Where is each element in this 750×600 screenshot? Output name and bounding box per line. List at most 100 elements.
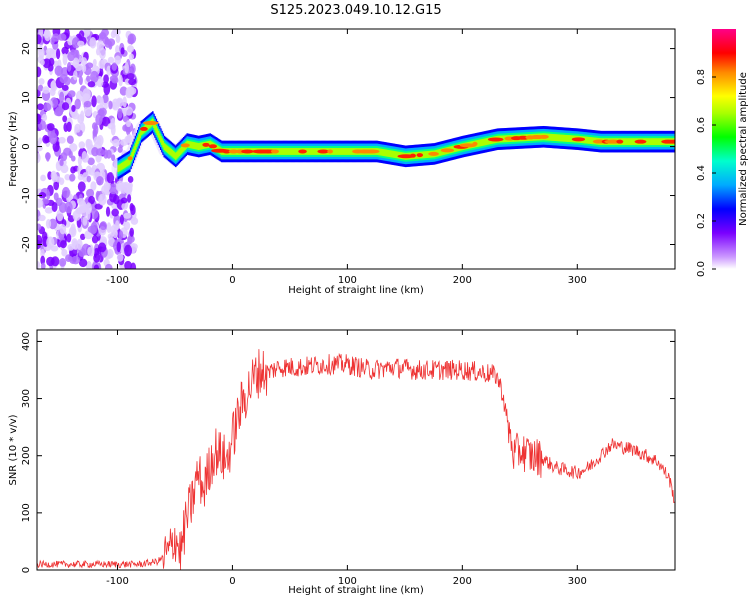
ridge-band	[591, 137, 593, 145]
noise-speckle	[116, 184, 124, 192]
ridge-band	[134, 143, 137, 150]
noise-speckle	[54, 108, 63, 117]
ridge-band	[164, 144, 167, 151]
colorbar-tick-label: 0.6	[696, 117, 707, 133]
noise-speckle	[83, 100, 92, 108]
noise-speckle	[82, 216, 88, 226]
noise-speckle	[76, 238, 83, 251]
noise-speckle	[61, 186, 70, 199]
y-tick-label: 300	[21, 389, 32, 408]
ridge-band	[560, 134, 562, 142]
ridge-band	[395, 151, 398, 159]
ridge-band	[592, 137, 594, 145]
ridge-band	[633, 138, 636, 146]
ridge-hotspot	[327, 149, 333, 154]
ridge-band	[141, 127, 144, 135]
noise-speckle	[50, 170, 57, 181]
ridge-band	[384, 149, 386, 157]
ridge-band	[563, 134, 566, 142]
noise-speckle	[71, 155, 76, 162]
ridge-band	[333, 148, 336, 155]
ridge-band	[291, 148, 293, 155]
noise-speckle	[102, 93, 109, 104]
x-tick-label: 0	[229, 275, 235, 286]
noise-speckle	[67, 51, 75, 62]
ridge-band	[488, 137, 491, 145]
x-tick-label: -100	[106, 576, 129, 587]
ridge-band	[154, 123, 156, 131]
noise-speckle	[52, 33, 60, 42]
noise-speckle	[127, 176, 134, 183]
noise-speckle	[81, 64, 87, 73]
spectrogram-image	[37, 29, 675, 269]
ridge-band	[191, 141, 193, 149]
ridge-band	[180, 146, 183, 154]
ridge-band	[396, 151, 399, 159]
ridge-band	[623, 138, 625, 146]
noise-speckle	[51, 201, 58, 213]
noise-speckle	[111, 77, 119, 84]
ridge-band	[139, 131, 141, 139]
ridge-band	[392, 150, 394, 158]
ridge-band	[281, 148, 284, 155]
noise-speckle	[123, 212, 132, 219]
ridge-band	[192, 141, 194, 149]
snr-series-line	[37, 349, 675, 570]
noise-speckle	[86, 188, 95, 198]
ridge-band	[585, 136, 587, 144]
ridge-band	[181, 145, 184, 153]
noise-speckle	[72, 210, 81, 222]
ridge-band	[656, 138, 659, 146]
snr-frame	[36, 329, 676, 571]
ridge-band	[200, 142, 202, 150]
ridge-band	[379, 148, 382, 156]
noise-speckle	[37, 34, 42, 45]
ridge-band	[549, 133, 552, 141]
ridge-hotspot	[634, 139, 647, 144]
noise-speckle	[57, 33, 67, 41]
noise-speckle	[58, 136, 66, 144]
ridge-hotspot	[222, 149, 232, 154]
ridge-band	[177, 150, 179, 158]
noise-speckle	[91, 235, 99, 244]
x-tick-label: 300	[568, 275, 587, 286]
ridge-band	[562, 134, 564, 142]
noise-speckle	[87, 225, 96, 233]
noise-speckle	[83, 104, 93, 117]
colorbar-ticks: 0.0 0.2 0.4 0.6 0.8	[696, 69, 716, 277]
ridge-band	[570, 135, 573, 143]
ridge-band	[654, 138, 656, 146]
noise-speckle	[55, 48, 61, 60]
ridge-band	[339, 148, 341, 155]
noise-speckle	[103, 102, 108, 110]
noise-speckle	[77, 173, 84, 181]
noise-speckle	[124, 61, 129, 74]
noise-speckle	[105, 206, 111, 217]
ridge-band	[648, 138, 651, 146]
ridge-band	[646, 138, 648, 146]
noise-speckle	[62, 115, 68, 123]
noise-speckle	[103, 181, 111, 191]
ridge-band	[426, 151, 429, 158]
ridge-band	[286, 148, 289, 155]
noise-speckle	[118, 230, 124, 240]
ridge-band	[178, 149, 181, 157]
spectrogram-ylabel: Frequency (Hz)	[8, 111, 19, 187]
noise-speckle	[71, 104, 76, 113]
noise-speckle	[106, 172, 115, 184]
x-tick-label: 200	[453, 576, 472, 587]
noise-speckle	[107, 237, 115, 247]
ridge-band	[425, 151, 428, 159]
noise-speckle	[72, 240, 79, 251]
ridge-band	[631, 138, 633, 146]
ridge-band	[278, 148, 281, 155]
x-tick-label: 200	[453, 275, 472, 286]
noise-speckle	[124, 244, 133, 257]
noise-speckle	[38, 192, 47, 199]
ridge-band	[388, 150, 391, 158]
ridge-band	[287, 148, 290, 155]
ridge-band	[215, 144, 217, 152]
noise-speckle	[129, 227, 134, 237]
noise-speckle	[58, 258, 67, 267]
